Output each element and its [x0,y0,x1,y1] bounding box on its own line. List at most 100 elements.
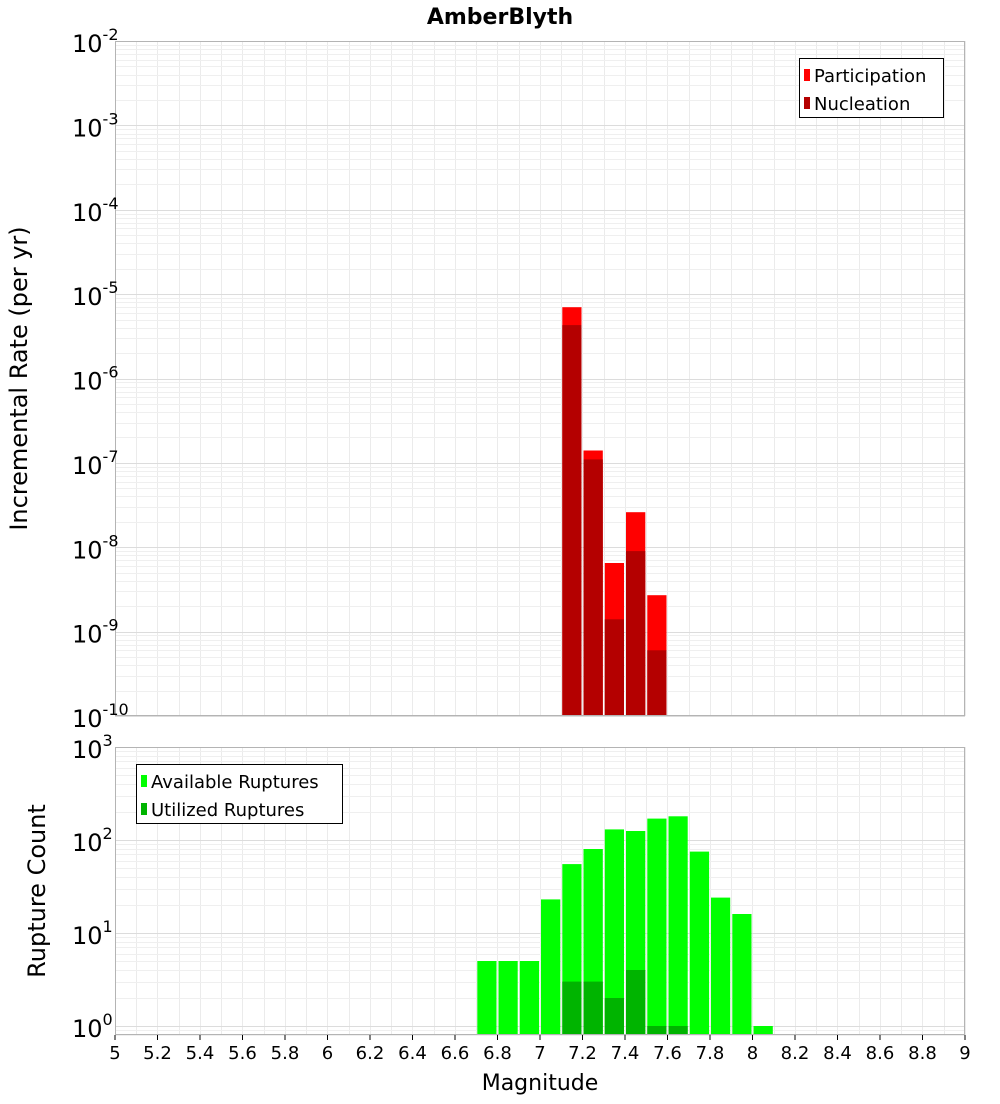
series-utilized-ruptures [562,970,688,1035]
y-tick-label: 10-7 [72,447,119,480]
bar-nucleation [626,551,646,716]
x-axis-label: Magnitude [482,1071,599,1096]
y-tick-exponent: -7 [103,447,119,466]
bar-utilized-ruptures [668,1026,688,1035]
bar-available-ruptures [519,961,540,1035]
x-tick-label: 7 [534,1043,545,1064]
y-tick-label: 103 [72,731,113,764]
legend: Participation Nucleation [799,58,944,118]
y-tick-base: 10 [72,30,103,58]
legend-swatch [804,69,810,81]
y-tick-base: 10 [72,736,103,764]
y-tick-label: 10-4 [72,194,119,227]
legend-label: Utilized Ruptures [151,800,304,821]
x-tick-label: 8.6 [866,1043,895,1064]
legend-swatch [141,803,147,815]
y-tick-base: 10 [72,283,103,311]
legend-label: Participation [814,66,926,87]
y-tick-base: 10 [72,536,103,564]
bar-utilized-ruptures [604,998,624,1035]
y-tick-exponent: -3 [103,109,119,128]
bar-nucleation [583,459,603,716]
y-tick-label: 10-2 [72,25,119,58]
x-tick-label: 7.6 [653,1043,682,1064]
legend-label: Nucleation [814,94,910,115]
x-tick-label: 5.4 [186,1043,215,1064]
x-tick-label: 6.6 [441,1043,470,1064]
y-tick-base: 10 [72,114,103,142]
bar-available-ruptures [541,899,561,1035]
legend-swatch [141,775,147,787]
bar-nucleation [647,650,667,716]
bar-available-ruptures [668,816,688,1035]
x-tick-label: 8 [747,1043,758,1064]
y-tick-label: 10-6 [72,363,119,396]
y-tick-exponent: 2 [103,824,113,843]
x-tick-label: 5.2 [143,1043,172,1064]
legend-box [136,764,343,824]
y-tick-label: 102 [72,824,113,857]
plot-border [115,747,965,1035]
y-tick-label: 10-5 [72,278,119,311]
x-tick-label: 6.8 [483,1043,512,1064]
bar-utilized-ruptures [647,1026,667,1035]
chart-title: AmberBlyth [427,5,573,30]
x-tick-label: 9 [959,1043,970,1064]
y-tick-base: 10 [72,621,103,649]
plot-border [115,41,965,716]
y-tick-base: 10 [72,922,103,950]
x-tick-label: 7.2 [568,1043,597,1064]
y-tick-exponent: 0 [103,1010,113,1029]
y-tick-label: 10-3 [72,109,119,142]
y-axis-label: Incremental Rate (per yr) [5,226,33,530]
y-tick-exponent: -6 [103,363,119,382]
y-tick-exponent: -9 [103,616,119,635]
y-tick-base: 10 [72,705,103,733]
y-tick-exponent: -10 [103,700,129,719]
bar-available-ruptures [498,961,518,1035]
y-tick-label: 10-9 [72,616,119,649]
legend: Available Ruptures Utilized Ruptures [136,764,343,824]
legend-swatch [804,97,810,109]
bar-nucleation [604,619,624,716]
y-tick-base: 10 [72,199,103,227]
y-tick-exponent: -8 [103,531,119,550]
y-axis-label: Rupture Count [23,804,51,978]
x-tick-label: 6.2 [356,1043,385,1064]
series-nucleation [562,325,667,716]
legend-label: Available Ruptures [151,772,319,793]
y-tick-base: 10 [72,368,103,396]
x-tick-label: 8.8 [908,1043,937,1064]
x-tick-label: 7.8 [696,1043,725,1064]
grid-lines [115,41,966,717]
y-tick-exponent: 1 [103,917,113,936]
y-tick-exponent: -5 [103,278,119,297]
legend-box [799,58,944,118]
x-tick-label: 5.6 [228,1043,257,1064]
bar-utilized-ruptures [626,970,646,1035]
y-tick-base: 10 [72,1015,103,1043]
x-tick-label: 5 [109,1043,120,1064]
y-tick-exponent: 3 [103,731,113,750]
bar-available-ruptures [689,851,710,1035]
bar-available-ruptures [753,1026,773,1035]
y-tick-label: 100 [72,1010,113,1043]
y-tick-label: 10-10 [72,700,129,733]
bar-available-ruptures [711,897,731,1035]
chart-panel-0: 10-1010-910-810-710-610-510-410-310-2Inc… [5,5,966,733]
bar-available-ruptures [647,818,667,1035]
bar-available-ruptures [477,961,497,1035]
x-tick-label: 8.2 [781,1043,810,1064]
y-tick-label: 101 [72,917,113,950]
bar-nucleation [562,325,582,716]
bar-available-ruptures [732,914,752,1035]
bar-utilized-ruptures [583,981,603,1035]
y-tick-exponent: -4 [103,194,119,213]
y-tick-base: 10 [72,829,103,857]
x-tick-label: 6 [322,1043,333,1064]
bar-utilized-ruptures [562,981,582,1035]
x-tick-label: 6.4 [398,1043,427,1064]
y-tick-exponent: -2 [103,25,119,44]
